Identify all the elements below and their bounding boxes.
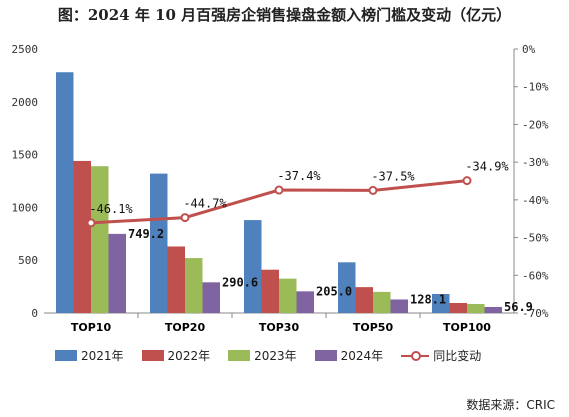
x-tick-label: TOP20 <box>165 321 206 334</box>
source-note: 数据来源：CRIC <box>466 398 555 412</box>
bar-data-label: 56.9 <box>504 300 533 314</box>
chart-title: 图：2024 年 10 月百强房企销售操盘金额入榜门槛及变动（亿元） <box>57 6 512 24</box>
y-tick-label: 1500 <box>12 149 39 162</box>
bar-2022-top10 <box>73 160 91 313</box>
bar-data-label: 128.1 <box>410 292 446 306</box>
bar-2024-top10 <box>108 233 126 313</box>
y-tick-label: 2500 <box>12 43 39 56</box>
y2-tick-label: -20% <box>522 118 549 131</box>
change-point <box>86 218 96 228</box>
x-tick-label: TOP30 <box>259 321 300 334</box>
y2-tick-label: -40% <box>522 194 549 207</box>
bar-2021-top30 <box>244 220 262 313</box>
legend-item-2023: 2023年 <box>228 347 297 364</box>
legend-line-marker-icon <box>401 350 430 361</box>
legend-item-2021: 2021年 <box>55 347 124 364</box>
legend-label-2021: 2021年 <box>81 349 124 363</box>
bar-2022-top100 <box>449 302 467 313</box>
bars-group <box>56 72 502 314</box>
legend-item-change: 同比变动 <box>401 347 481 364</box>
y2-tick-label: 0% <box>522 43 536 56</box>
bar-2021-top100 <box>432 293 450 313</box>
labels-group: 749.2 290.6 205.0 128.1 56.9 -46.1% -44.7% -37.… <box>89 160 533 314</box>
bar-2024-top50 <box>390 299 408 313</box>
legend-swatch-2024 <box>314 350 337 361</box>
legend-label-2024: 2024年 <box>340 349 384 363</box>
y2-tick-label: -50% <box>522 232 549 245</box>
bar-2021-top50 <box>338 262 356 313</box>
bar-2021-top20 <box>150 173 168 313</box>
bar-data-label: 749.2 <box>128 227 164 241</box>
bar-2024-top100 <box>484 306 502 313</box>
change-data-label: -46.1% <box>89 202 133 216</box>
bar-data-label: 205.0 <box>316 284 352 298</box>
legend-swatch-2023 <box>228 350 251 361</box>
bar-data-label: 290.6 <box>222 275 258 289</box>
change-data-label: -44.7% <box>183 197 227 211</box>
change-point <box>274 185 284 195</box>
change-point <box>180 213 190 223</box>
bar-2022-top20 <box>167 246 185 313</box>
bar-2023-top20 <box>185 258 203 313</box>
bar-2024-top30 <box>296 291 314 313</box>
axes-group: 0 500 1000 1500 2000 2500 0% -10% -20% -30% -40% -5… <box>12 43 549 334</box>
legend: 2021年 2022年 2023年 2024年 同比变动 <box>55 347 481 364</box>
x-tick-label: TOP10 <box>71 321 112 334</box>
bar-2023-top30 <box>279 278 297 313</box>
change-data-label: -37.5% <box>371 169 415 183</box>
change-point <box>462 176 472 186</box>
legend-item-2022: 2022年 <box>141 347 211 364</box>
change-data-label: -37.4% <box>277 169 321 183</box>
y2-tick-label: -10% <box>522 81 549 94</box>
y2-tick-label: -70% <box>522 307 549 320</box>
y-tick-label: 0 <box>31 307 38 320</box>
y2-tick-label: -60% <box>522 269 549 282</box>
y-tick-label: 1000 <box>12 201 39 214</box>
bar-2024-top20 <box>202 282 220 313</box>
x-tick-label: TOP50 <box>353 321 394 334</box>
bar-2023-top100 <box>467 304 485 313</box>
bar-2021-top10 <box>56 72 74 314</box>
bar-2022-top50 <box>355 287 373 313</box>
bar-2023-top10 <box>91 166 109 313</box>
legend-swatch-2022 <box>141 350 164 361</box>
legend-swatch-2021 <box>55 350 77 361</box>
legend-label-2023: 2023年 <box>254 349 297 363</box>
legend-item-2024: 2024年 <box>314 347 384 364</box>
legend-label-change: 同比变动 <box>433 349 482 363</box>
bar-2023-top50 <box>373 291 391 313</box>
y2-tick-label: -30% <box>522 156 549 169</box>
legend-label-2022: 2022年 <box>167 349 211 363</box>
y-tick-label: 2000 <box>12 96 39 109</box>
change-point <box>368 185 378 195</box>
bar-2022-top30 <box>261 269 279 313</box>
line-group <box>86 176 472 228</box>
change-data-label: -34.9% <box>465 160 509 174</box>
y-tick-label: 500 <box>18 254 38 267</box>
x-tick-label: TOP100 <box>443 321 491 334</box>
